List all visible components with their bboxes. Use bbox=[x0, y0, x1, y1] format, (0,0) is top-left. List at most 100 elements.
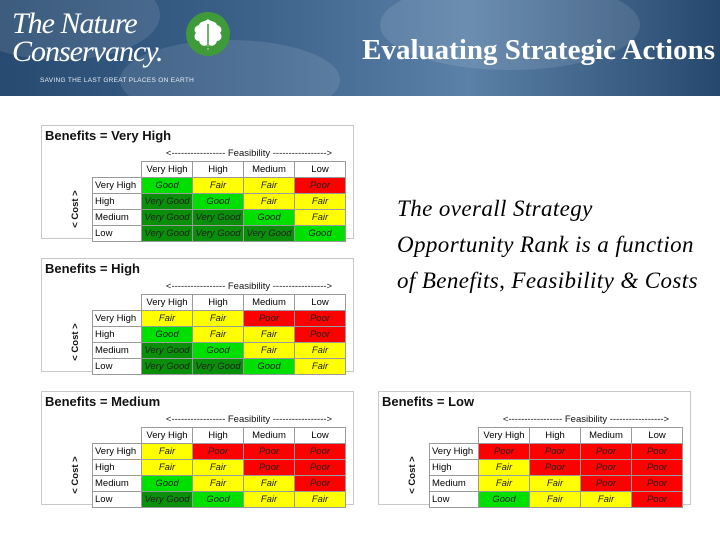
rating-cell: Fair bbox=[294, 358, 346, 375]
rating-cell: Poor bbox=[631, 475, 683, 492]
logo-line-1: The Nature bbox=[12, 7, 138, 40]
rating-grid: Very High High Medium Low Very High Fair Poor P… bbox=[92, 427, 346, 508]
rating-cell: Very Good bbox=[192, 209, 244, 226]
rating-cell: Fair bbox=[243, 491, 295, 508]
rating-cell: Poor bbox=[631, 443, 683, 460]
table-row: Very High Fair Poor Poor Poor bbox=[92, 443, 346, 460]
row-header: Medium bbox=[92, 342, 142, 359]
header-row: Very High High Medium Low bbox=[92, 427, 346, 444]
table-row: High Very Good Good Fair Fair bbox=[92, 193, 346, 210]
rating-cell: Very Good bbox=[243, 225, 295, 242]
table-row: High Fair Fair Poor Poor bbox=[92, 459, 346, 476]
rating-cell: Poor bbox=[478, 443, 530, 460]
rating-cell: Good bbox=[243, 358, 295, 375]
cost-axis-label: < Cost > bbox=[70, 190, 81, 228]
row-header: High bbox=[92, 459, 142, 476]
row-header: Low bbox=[92, 491, 142, 508]
feasibility-axis-label: <----------------- Feasibility ---------… bbox=[165, 414, 333, 425]
column-header: Medium bbox=[243, 427, 295, 444]
row-header: Very High bbox=[92, 310, 142, 327]
table-row: Low Very Good Very Good Very Good Good bbox=[92, 225, 346, 242]
rating-cell: Good bbox=[141, 177, 193, 194]
rating-cell: Very Good bbox=[141, 342, 193, 359]
rating-grid: Very High High Medium Low Very High Fair Fair P… bbox=[92, 294, 346, 375]
cloud-decoration bbox=[380, 0, 640, 70]
row-header: Low bbox=[92, 225, 142, 242]
rating-cell: Good bbox=[192, 491, 244, 508]
row-header: Medium bbox=[92, 209, 142, 226]
rating-cell: Very Good bbox=[141, 358, 193, 375]
rating-cell: Fair bbox=[243, 326, 295, 343]
rating-cell: Poor bbox=[294, 326, 346, 343]
rating-cell: Fair bbox=[192, 326, 244, 343]
cloud-decoration bbox=[120, 40, 340, 96]
rating-cell: Good bbox=[192, 193, 244, 210]
rating-cell: Fair bbox=[141, 443, 193, 460]
rating-cell: Poor bbox=[192, 443, 244, 460]
table-row: Medium Very Good Very Good Good Fair bbox=[92, 209, 346, 226]
rating-cell: Fair bbox=[478, 459, 530, 476]
column-header: Low bbox=[294, 294, 346, 311]
column-header: Very High bbox=[141, 294, 193, 311]
matrix-title: Benefits = Medium bbox=[45, 394, 161, 409]
table-row: Low Good Fair Fair Poor bbox=[429, 491, 683, 508]
corner-cell bbox=[92, 427, 142, 444]
rating-cell: Poor bbox=[529, 443, 581, 460]
rating-cell: Fair bbox=[192, 310, 244, 327]
rating-cell: Very Good bbox=[192, 225, 244, 242]
logo-line-2: Conservancy. bbox=[12, 35, 163, 68]
rating-cell: Poor bbox=[294, 177, 346, 194]
logo-tagline: SAVING THE LAST GREAT PLACES ON EARTH bbox=[40, 77, 195, 84]
rating-cell: Very Good bbox=[141, 209, 193, 226]
row-header: Very High bbox=[92, 443, 142, 460]
table-row: Very High Good Fair Fair Poor bbox=[92, 177, 346, 194]
rating-cell: Poor bbox=[243, 443, 295, 460]
rating-cell: Poor bbox=[580, 443, 632, 460]
benefit-matrix: Benefits = Very High <----------------- F… bbox=[41, 125, 354, 242]
row-header: Low bbox=[92, 358, 142, 375]
rating-cell: Fair bbox=[243, 193, 295, 210]
row-header: Low bbox=[429, 491, 479, 508]
table-row: High Good Fair Fair Poor bbox=[92, 326, 346, 343]
table-row: Very High Poor Poor Poor Poor bbox=[429, 443, 683, 460]
rating-cell: Fair bbox=[294, 193, 346, 210]
rating-cell: Fair bbox=[141, 310, 193, 327]
rating-cell: Good bbox=[141, 475, 193, 492]
table-row: Medium Fair Fair Poor Poor bbox=[429, 475, 683, 492]
rating-cell: Poor bbox=[294, 475, 346, 492]
corner-cell bbox=[429, 427, 479, 444]
corner-cell bbox=[92, 294, 142, 311]
column-header: Very High bbox=[478, 427, 530, 444]
column-header: Very High bbox=[141, 427, 193, 444]
corner-cell bbox=[92, 161, 142, 178]
column-header: Low bbox=[631, 427, 683, 444]
rating-grid: Very High High Medium Low Very High Poor Poor P… bbox=[429, 427, 683, 508]
rating-cell: Fair bbox=[529, 491, 581, 508]
column-header: Low bbox=[294, 161, 346, 178]
rating-cell: Fair bbox=[294, 491, 346, 508]
cost-axis-label: < Cost > bbox=[407, 456, 418, 494]
benefit-matrix: Benefits = High <----------------- Feasib… bbox=[41, 258, 354, 375]
rating-cell: Poor bbox=[580, 475, 632, 492]
matrix-title: Benefits = Very High bbox=[45, 128, 172, 143]
rating-cell: Fair bbox=[243, 475, 295, 492]
rating-cell: Fair bbox=[243, 177, 295, 194]
rating-cell: Fair bbox=[294, 342, 346, 359]
header-row: Very High High Medium Low bbox=[429, 427, 683, 444]
rating-cell: Very Good bbox=[141, 491, 193, 508]
rating-cell: Very Good bbox=[141, 225, 193, 242]
row-header: Medium bbox=[429, 475, 479, 492]
column-header: Medium bbox=[243, 161, 295, 178]
rating-cell: Poor bbox=[529, 459, 581, 476]
row-header: Very High bbox=[92, 177, 142, 194]
rating-cell: Fair bbox=[243, 342, 295, 359]
feasibility-axis-label: <----------------- Feasibility ---------… bbox=[165, 281, 333, 292]
rating-cell: Fair bbox=[478, 475, 530, 492]
slide-header: The Nature Conservancy. SAVING THE LAST … bbox=[0, 0, 720, 96]
rating-grid: Very High High Medium Low Very High Good Fair F… bbox=[92, 161, 346, 242]
header-row: Very High High Medium Low bbox=[92, 161, 346, 178]
rating-cell: Fair bbox=[580, 491, 632, 508]
rating-cell: Very Good bbox=[141, 193, 193, 210]
rating-cell: Poor bbox=[631, 459, 683, 476]
column-header: High bbox=[192, 161, 244, 178]
